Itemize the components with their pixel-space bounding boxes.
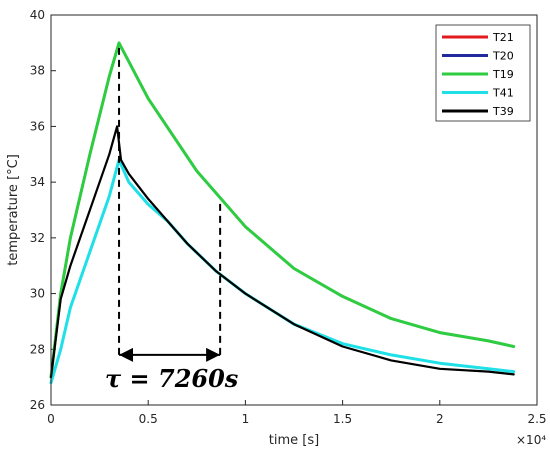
plot-frame	[50, 14, 538, 406]
y-tick-label: 26	[30, 398, 45, 412]
y-tick-label: 36	[30, 119, 45, 133]
y-tick-label: 30	[30, 287, 45, 301]
legend: T21 T20 T19 T41 T39	[435, 24, 531, 122]
annotation-layer: τ = 7260s	[105, 42, 239, 393]
legend-label-t21: T21	[492, 31, 514, 44]
y-axis-ticks: 26 28 30 32 34 36 38 40	[30, 8, 56, 412]
x-tick-label: 2.5	[527, 412, 546, 426]
y-tick-label: 28	[30, 342, 45, 356]
legend-label-t19: T19	[492, 68, 514, 81]
series-line-t39	[49, 125, 515, 379]
y-tick-label: 32	[30, 231, 45, 245]
tau-annotation-label: τ = 7260s	[105, 364, 239, 393]
x-tick-label: 0.5	[139, 412, 158, 426]
x-tick-label: 1	[242, 412, 250, 426]
y-axis-label: temperature [°C]	[6, 154, 21, 266]
x-tick-label: 1.5	[333, 412, 352, 426]
x-axis-label: time [s]	[269, 433, 319, 448]
legend-label-t41: T41	[492, 87, 514, 100]
x-tick-label: 2	[436, 412, 444, 426]
y-tick-label: 38	[30, 64, 45, 78]
legend-label-t39: T39	[492, 105, 514, 118]
y-tick-label: 34	[30, 175, 45, 189]
series-layer	[49, 41, 516, 385]
legend-label-t20: T20	[492, 50, 514, 63]
series-line-t19	[49, 41, 516, 379]
x-tick-label: 0	[47, 412, 55, 426]
x-axis-exponent: ×10⁴	[516, 433, 546, 447]
y-tick-label: 40	[30, 8, 45, 22]
